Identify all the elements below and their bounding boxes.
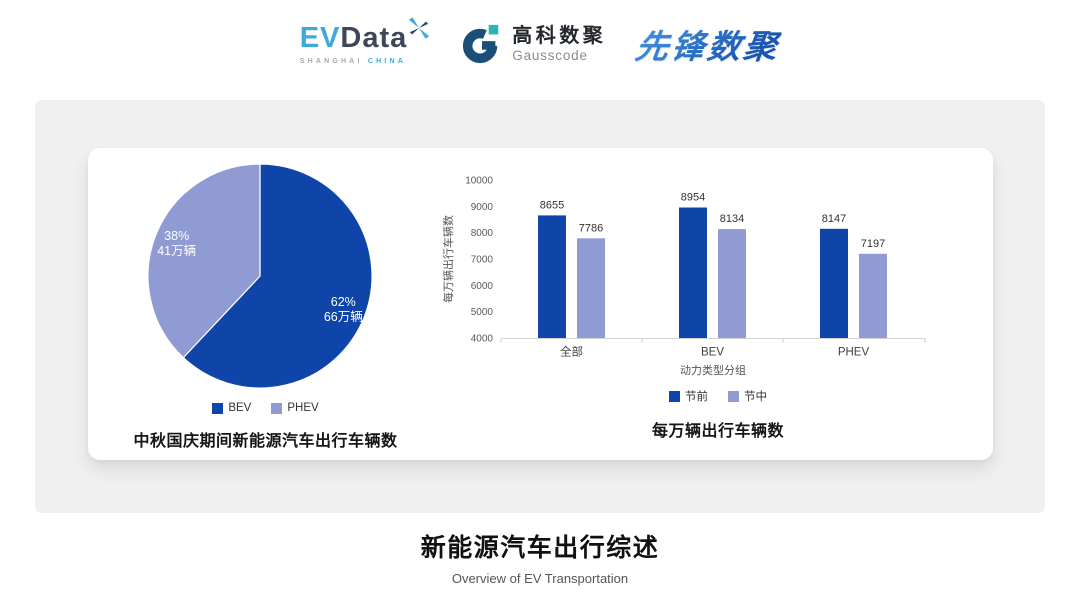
pioneer-logo: 先锋数聚 xyxy=(633,20,784,68)
bar-value-label: 8134 xyxy=(720,213,744,225)
y-tick-label: 4000 xyxy=(471,334,494,345)
y-tick-label: 9000 xyxy=(471,202,494,213)
page-subtitle: Overview of EV Transportation xyxy=(451,571,629,586)
pie-legend: BEV PHEV xyxy=(88,402,443,414)
bar-xlabel: 动力类型分组 xyxy=(680,363,746,377)
bar-value-label: 8655 xyxy=(540,199,564,211)
pie-chart-title: 中秋国庆期间新能源汽车出行车辆数 xyxy=(133,433,398,450)
bar-plot-area: 4000 5000 6000 7000 8000 9000 10000 全部 8655 7786 B… xyxy=(465,176,926,359)
bar-value-label: 7786 xyxy=(579,222,603,234)
gausscode-text: 高科数聚 Gausscode xyxy=(512,25,606,63)
pie-chart: 62%66万辆 38%41万辆 xyxy=(147,163,373,389)
gausscode-en-text: Gausscode xyxy=(512,48,588,63)
bar-legend: 节前 节中 xyxy=(669,388,767,404)
evdata-wordmark: EVData xyxy=(299,16,432,54)
bar-legend-item-mid: 节中 xyxy=(728,388,767,404)
gray-panel: 62% 66万辆 38% 41万辆 BEV PHEV 中秋国庆期间新能源汽车出行车辆数… xyxy=(35,100,1045,513)
y-tick-label: 8000 xyxy=(471,228,494,239)
category-label: PHEV xyxy=(838,347,870,359)
y-tick-label: 6000 xyxy=(471,281,494,292)
bar-全部-节中 xyxy=(577,238,605,338)
page-title: 新能源汽车出行综述 xyxy=(420,534,660,562)
pie-slice-phev xyxy=(147,163,261,359)
bar-chart-section: 每万辆出行车辆数 动力类型分组 4000 5000 6000 7000 8000 9000… xyxy=(443,148,993,460)
y-tick-label: 10000 xyxy=(465,176,493,187)
charts-card: 62% 66万辆 38% 41万辆 BEV PHEV 中秋国庆期间新能源汽车出行车辆数… xyxy=(88,148,993,460)
pie-chart-section: 62% 66万辆 38% 41万辆 BEV PHEV 中秋国庆期间新能源汽车出行车辆数 xyxy=(88,148,443,460)
pie-slice-bev xyxy=(182,163,373,389)
evdata-data-text: Data xyxy=(340,21,408,54)
bar-BEV-节中 xyxy=(718,229,746,338)
evdata-shanghai-text: SHANGHAI xyxy=(299,57,363,65)
y-tick-label: 7000 xyxy=(471,255,494,266)
header-logos: EVData SHANGHAI CHINA 高科数聚 Gausscode 先锋数… xyxy=(0,16,1080,68)
pie-legend-phev-label: PHEV xyxy=(287,402,319,414)
pie-legend-item-phev: PHEV xyxy=(271,402,319,414)
gausscode-logo: 高科数聚 Gausscode xyxy=(461,23,606,65)
category-label: BEV xyxy=(701,347,724,359)
gausscode-cn-text: 高科数聚 xyxy=(512,25,607,47)
pie-slice-amount-label: 66万辆 xyxy=(324,310,363,324)
footer: 新能源汽车出行综述 Overview of EV Transportation xyxy=(0,528,1080,586)
bar-value-label: 8147 xyxy=(822,213,846,225)
bar-legend-item-pre: 节前 xyxy=(669,388,708,404)
bar-ylabel: 每万辆出行车辆数 xyxy=(443,215,455,303)
legend-swatch-bev xyxy=(212,402,224,414)
bar-chart: 每万辆出行车辆数 动力类型分组 4000 5000 6000 7000 8000 9000… xyxy=(443,176,926,377)
bar-value-label: 8954 xyxy=(681,192,705,204)
evdata-logo: EVData SHANGHAI CHINA xyxy=(299,16,432,65)
bar-legend-pre-label: 节前 xyxy=(685,391,708,403)
evdata-china-text: CHINA xyxy=(367,57,406,65)
bar-BEV-节前 xyxy=(679,207,707,338)
pie-legend-bev-label: BEV xyxy=(228,402,252,414)
y-tick-label: 5000 xyxy=(471,307,494,318)
evdata-subtitle: SHANGHAI CHINA xyxy=(300,58,432,65)
bar-legend-mid-label: 节中 xyxy=(744,391,767,403)
pie-slice-percent-label: 38% xyxy=(164,229,189,243)
legend-swatch-pre-holiday xyxy=(669,390,680,402)
bar-value-label: 7197 xyxy=(861,238,885,250)
pie-slice-amount-label: 41万辆 xyxy=(157,244,196,258)
evdata-ev-text: EV xyxy=(299,21,341,54)
legend-swatch-phev xyxy=(271,402,283,414)
pie-legend-item-bev: BEV xyxy=(212,402,251,414)
sparkle-icon xyxy=(409,16,430,39)
legend-swatch-mid-holiday xyxy=(728,390,739,402)
category-label: 全部 xyxy=(560,345,583,359)
bar-PHEV-节前 xyxy=(820,228,848,338)
gausscode-g-icon xyxy=(463,24,499,64)
pie-slice-percent-label: 62% xyxy=(331,295,356,309)
bar-全部-节前 xyxy=(538,215,566,338)
bar-PHEV-节中 xyxy=(859,253,887,338)
bar-chart-title: 每万辆出行车辆数 xyxy=(651,423,784,440)
